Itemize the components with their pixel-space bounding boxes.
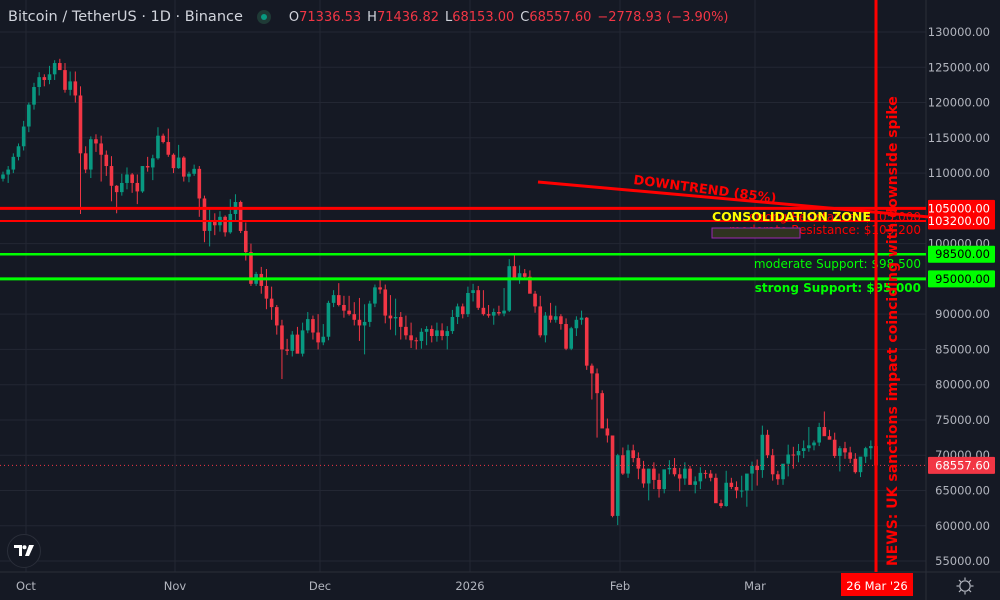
support-resistance-levels bbox=[0, 206, 926, 281]
low-label: L bbox=[444, 9, 453, 25]
candlestick-series bbox=[1, 58, 878, 526]
svg-text:strong Resistance: $105,000: strong Resistance: $105,000 bbox=[749, 210, 921, 224]
svg-text:moderate Support: $98,500: moderate Support: $98,500 bbox=[754, 257, 921, 271]
svg-text:85000.00: 85000.00 bbox=[935, 342, 990, 356]
chart-annotations: DOWNTREND (85%) strong Resistance: $105,0… bbox=[537, 0, 986, 572]
low-value: 68153.00 bbox=[452, 9, 515, 25]
open-label: O bbox=[288, 9, 300, 25]
market-status-icon bbox=[256, 10, 271, 24]
svg-text:68557.60: 68557.60 bbox=[935, 458, 990, 472]
svg-text:Mar: Mar bbox=[744, 579, 766, 593]
svg-text:strong Support: $95,000: strong Support: $95,000 bbox=[755, 281, 921, 295]
symbol-header: Bitcoin / TetherUS · 1D · Binance O 71336… bbox=[8, 6, 729, 28]
svg-text:115000.00: 115000.00 bbox=[928, 131, 990, 145]
svg-text:NEWS: UK sanctions impact coin: NEWS: UK sanctions impact coinciding wit… bbox=[885, 96, 901, 566]
high-label: H bbox=[367, 9, 377, 25]
svg-text:DOWNTREND (85%): DOWNTREND (85%) bbox=[632, 173, 777, 207]
symbol-title[interactable]: Bitcoin / TetherUS · 1D · Binance bbox=[8, 9, 243, 25]
svg-text:125000.00: 125000.00 bbox=[928, 60, 990, 74]
svg-text:Feb: Feb bbox=[610, 579, 630, 593]
svg-text:Dec: Dec bbox=[309, 579, 331, 593]
price-axis[interactable]: 130000.00 125000.00 120000.00 115000.00 1100… bbox=[928, 25, 995, 568]
svg-text:75000.00: 75000.00 bbox=[935, 413, 990, 427]
svg-text:103200.00: 103200.00 bbox=[928, 214, 990, 228]
time-axis[interactable]: Oct Nov Dec 2026 Feb Mar 26 Mar '26 bbox=[16, 573, 913, 596]
svg-text:120000.00: 120000.00 bbox=[928, 96, 990, 110]
close-label: C bbox=[520, 9, 530, 25]
change-value: −2778.93 (−3.90%) bbox=[597, 9, 729, 25]
tradingview-logo-icon bbox=[14, 545, 34, 556]
svg-text:105000.00: 105000.00 bbox=[928, 201, 990, 215]
svg-text:110000.00: 110000.00 bbox=[928, 166, 990, 180]
svg-text:130000.00: 130000.00 bbox=[928, 25, 990, 39]
high-value: 71436.82 bbox=[376, 9, 439, 25]
svg-text:98500.00: 98500.00 bbox=[935, 247, 990, 261]
svg-text:Oct: Oct bbox=[16, 579, 36, 593]
svg-text:26 Mar '26: 26 Mar '26 bbox=[846, 579, 907, 593]
svg-text:90000.00: 90000.00 bbox=[935, 307, 990, 321]
close-value: 68557.60 bbox=[529, 9, 592, 25]
svg-text:60000.00: 60000.00 bbox=[935, 519, 990, 533]
open-value: 71336.53 bbox=[299, 9, 362, 25]
svg-text:65000.00: 65000.00 bbox=[935, 484, 990, 498]
svg-text:95000.00: 95000.00 bbox=[935, 272, 990, 286]
svg-text:2026: 2026 bbox=[455, 579, 484, 593]
tradingview-logo[interactable] bbox=[7, 534, 41, 568]
svg-text:55000.00: 55000.00 bbox=[935, 554, 990, 568]
svg-text:Nov: Nov bbox=[164, 579, 187, 593]
svg-text:CONSOLIDATION ZONE: CONSOLIDATION ZONE bbox=[712, 209, 871, 224]
svg-text:80000.00: 80000.00 bbox=[935, 378, 990, 392]
settings-gear-icon[interactable] bbox=[955, 576, 975, 596]
